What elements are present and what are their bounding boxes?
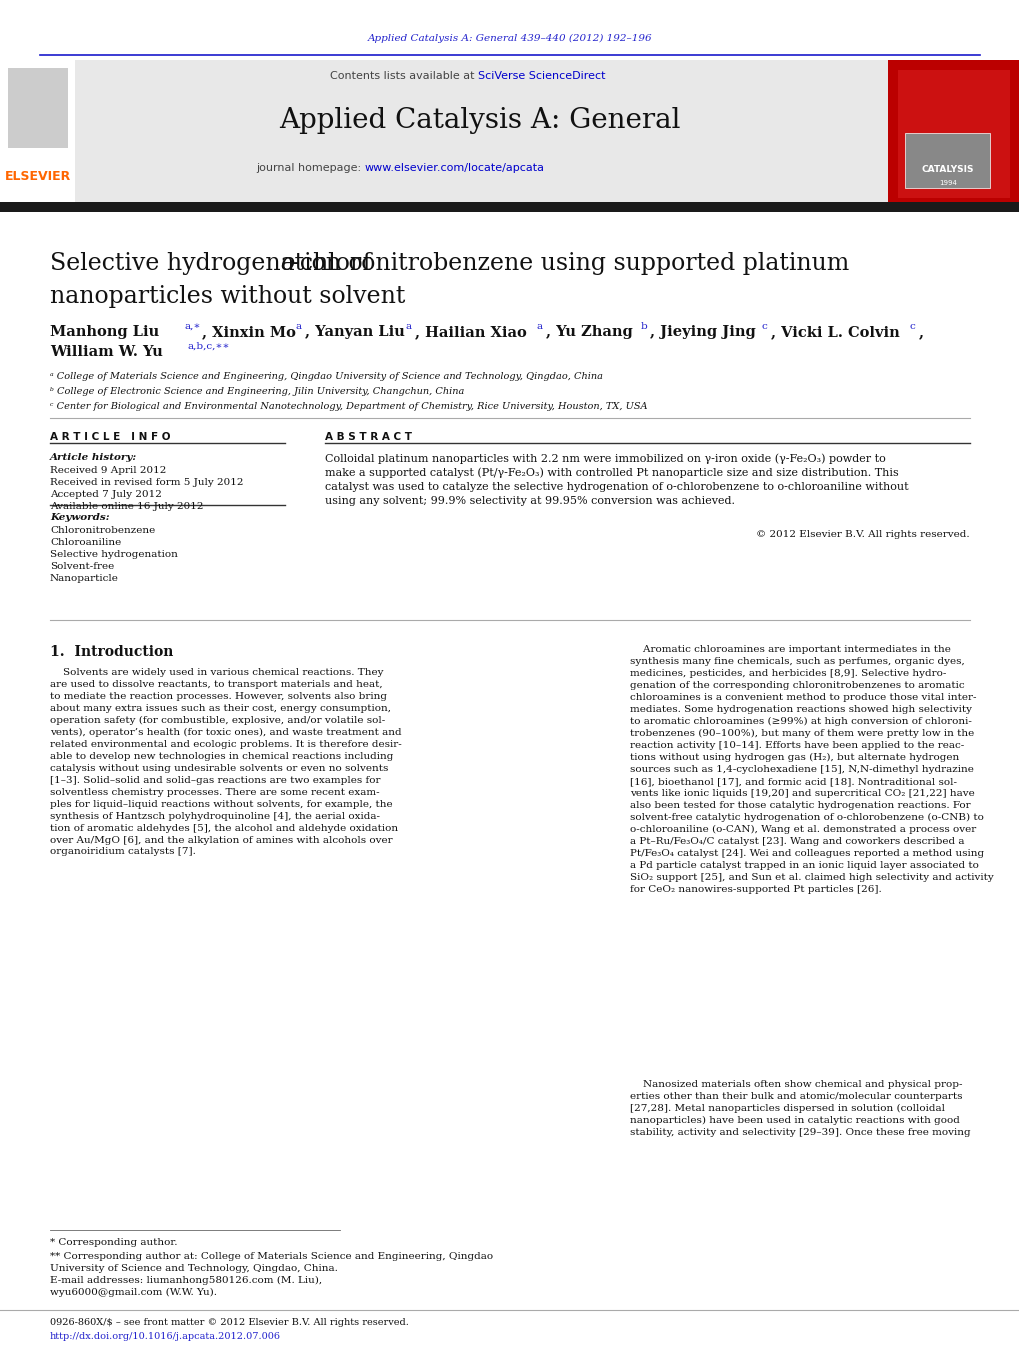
Text: , Hailian Xiao: , Hailian Xiao [415, 326, 526, 339]
Text: ᵇ College of Electronic Science and Engineering, Jilin University, Changchun, Ch: ᵇ College of Electronic Science and Engi… [50, 386, 464, 396]
Text: ᶜ Center for Biological and Environmental Nanotechnology, Department of Chemistr: ᶜ Center for Biological and Environmenta… [50, 403, 647, 411]
Text: c: c [909, 322, 915, 331]
Bar [897, 70, 1009, 199]
Text: ,: , [918, 326, 923, 339]
Text: 1994: 1994 [938, 180, 956, 186]
Text: ELSEVIER: ELSEVIER [5, 170, 71, 184]
Text: A B S T R A C T: A B S T R A C T [325, 432, 412, 442]
Text: Applied Catalysis A: General 439–440 (2012) 192–196: Applied Catalysis A: General 439–440 (20… [367, 34, 652, 43]
Text: , Vicki L. Colvin: , Vicki L. Colvin [770, 326, 899, 339]
Bar [0, 59, 75, 205]
Text: ᵃ College of Materials Science and Engineering, Qingdao University of Science an: ᵃ College of Materials Science and Engin… [50, 372, 602, 381]
Text: , Xinxin Mo: , Xinxin Mo [202, 326, 296, 339]
Text: Received 9 April 2012: Received 9 April 2012 [50, 466, 166, 476]
Bar [0, 203, 1019, 212]
Text: ** Corresponding author at: College of Materials Science and Engineering, Qingda: ** Corresponding author at: College of M… [50, 1252, 492, 1297]
Text: Selective hydrogenation: Selective hydrogenation [50, 550, 177, 559]
Text: Chloroaniline: Chloroaniline [50, 538, 121, 547]
Text: Solvent-free: Solvent-free [50, 562, 114, 571]
Text: o: o [280, 253, 294, 276]
Text: 1.  Introduction: 1. Introduction [50, 644, 173, 659]
Text: Selective hydrogenation of: Selective hydrogenation of [50, 253, 378, 276]
Bar [904, 132, 989, 188]
Text: a: a [296, 322, 302, 331]
Text: www.elsevier.com/locate/apcata: www.elsevier.com/locate/apcata [365, 163, 544, 173]
Text: * Corresponding author.: * Corresponding author. [50, 1238, 177, 1247]
Text: -chloronitrobenzene using supported platinum: -chloronitrobenzene using supported plat… [291, 253, 849, 276]
Text: Received in revised form 5 July 2012: Received in revised form 5 July 2012 [50, 478, 244, 486]
Text: Nanosized materials often show chemical and physical prop-
erties other than the: Nanosized materials often show chemical … [630, 1079, 970, 1138]
Text: Manhong Liu: Manhong Liu [50, 326, 159, 339]
Text: Nanoparticle: Nanoparticle [50, 574, 119, 584]
Text: nanoparticles without solvent: nanoparticles without solvent [50, 285, 405, 308]
Bar [8, 68, 68, 149]
Text: journal homepage:: journal homepage: [256, 163, 365, 173]
Text: Contents lists available at: Contents lists available at [330, 72, 478, 81]
Text: c: c [761, 322, 767, 331]
Text: Applied Catalysis A: General: Applied Catalysis A: General [279, 107, 680, 134]
Bar [888, 59, 1019, 205]
Text: Available online 16 July 2012: Available online 16 July 2012 [50, 503, 204, 511]
Text: A R T I C L E   I N F O: A R T I C L E I N F O [50, 432, 170, 442]
Text: William W. Yu: William W. Yu [50, 345, 163, 359]
Text: a,∗: a,∗ [184, 322, 201, 331]
Text: CATALYSIS: CATALYSIS [921, 166, 973, 174]
Text: Keywords:: Keywords: [50, 513, 109, 521]
Text: © 2012 Elsevier B.V. All rights reserved.: © 2012 Elsevier B.V. All rights reserved… [756, 530, 969, 539]
Text: b: b [640, 322, 647, 331]
Text: , Jieying Jing: , Jieying Jing [649, 326, 755, 339]
Text: SciVerse ScienceDirect: SciVerse ScienceDirect [478, 72, 605, 81]
Text: , Yu Zhang: , Yu Zhang [545, 326, 632, 339]
Text: 0926-860X/$ – see front matter © 2012 Elsevier B.V. All rights reserved.: 0926-860X/$ – see front matter © 2012 El… [50, 1319, 409, 1327]
Text: Solvents are widely used in various chemical reactions. They
are used to dissolv: Solvents are widely used in various chem… [50, 667, 401, 857]
Text: Aromatic chloroamines are important intermediates in the
synthesis many fine che: Aromatic chloroamines are important inte… [630, 644, 993, 894]
Text: , Yanyan Liu: , Yanyan Liu [305, 326, 405, 339]
Text: a,b,c,∗∗: a,b,c,∗∗ [187, 342, 230, 351]
Text: http://dx.doi.org/10.1016/j.apcata.2012.07.006: http://dx.doi.org/10.1016/j.apcata.2012.… [50, 1332, 280, 1342]
Text: Chloronitrobenzene: Chloronitrobenzene [50, 526, 155, 535]
Bar [75, 59, 890, 205]
Text: Article history:: Article history: [50, 453, 138, 462]
Text: a: a [536, 322, 542, 331]
Text: a: a [406, 322, 412, 331]
Text: Accepted 7 July 2012: Accepted 7 July 2012 [50, 490, 162, 499]
Text: Colloidal platinum nanoparticles with 2.2 nm were immobilized on γ-iron oxide (γ: Colloidal platinum nanoparticles with 2.… [325, 453, 908, 507]
